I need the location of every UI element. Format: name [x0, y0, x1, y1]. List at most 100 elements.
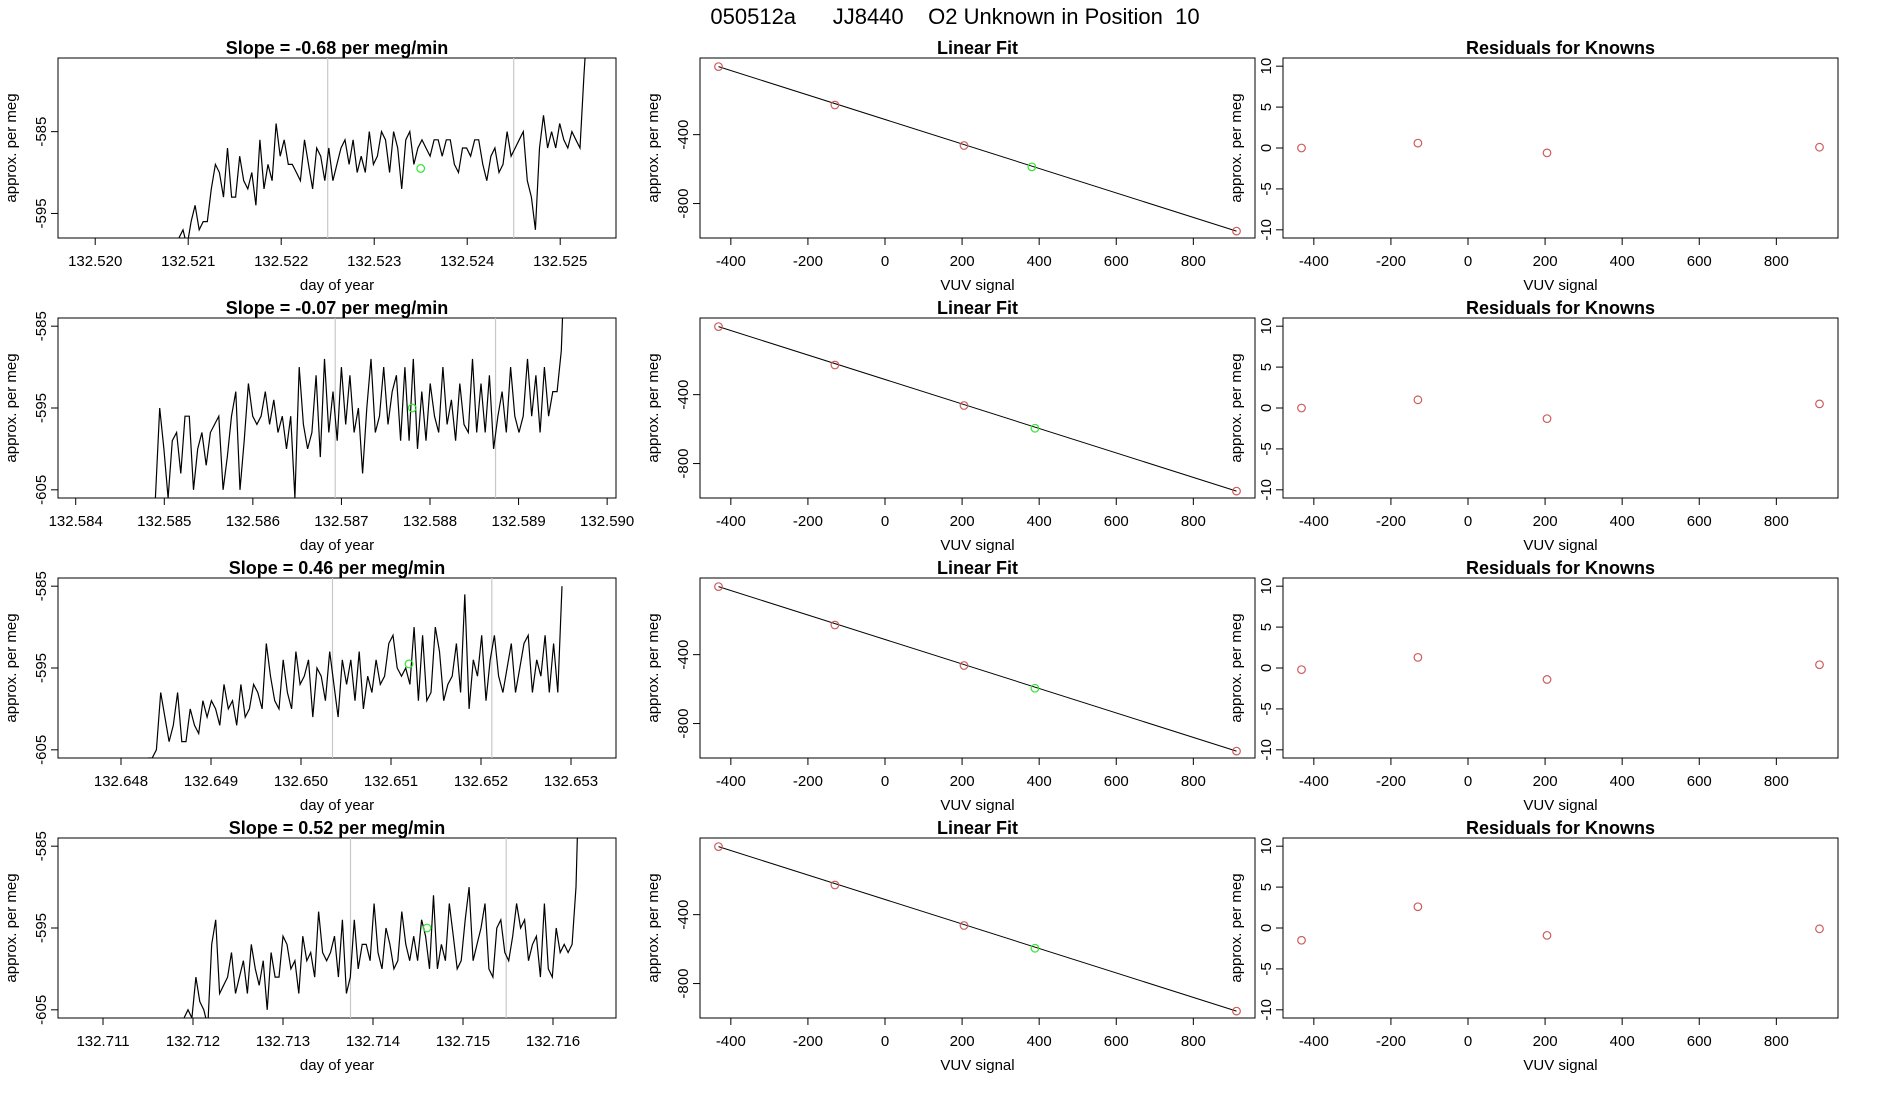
- y-tick-label: -595: [33, 913, 50, 943]
- residual-point: [1413, 902, 1423, 912]
- known-point: [959, 401, 969, 410]
- x-tick-label: -400: [1299, 253, 1329, 270]
- x-tick-label: 132.584: [49, 513, 103, 530]
- plot-frame: [699, 837, 1256, 1019]
- panel-4-2: Linear Fit VUV signal approx. per meg -400 -…: [645, 818, 1256, 1074]
- y-tick-label: -10: [1258, 739, 1275, 761]
- unknown-point: [1030, 943, 1040, 953]
- y-tick-label: -10: [1258, 219, 1275, 241]
- x-tick-label: -400: [716, 1033, 746, 1050]
- x-tick-label: 600: [1687, 513, 1712, 530]
- plot-frame: [57, 57, 617, 239]
- unknown-point: [422, 923, 432, 933]
- plot-area: [714, 62, 1241, 236]
- y-tick-label: -10: [1258, 999, 1275, 1021]
- y-tick-label: -400: [675, 900, 692, 930]
- x-tick-label: 200: [1533, 773, 1558, 790]
- y-tick-label: -10: [1258, 479, 1275, 501]
- y-axis-label: approx. per meg: [645, 93, 662, 202]
- known-point: [1232, 226, 1241, 236]
- plot-frame: [57, 577, 617, 759]
- plot-area: [183, 838, 578, 1018]
- x-tick-label: 132.589: [491, 513, 545, 530]
- known-point: [959, 661, 969, 670]
- panel-2-1: Slope = -0.07 per meg/min day of year appr…: [3, 298, 634, 554]
- trace-line: [148, 586, 563, 758]
- plot-area: [1297, 138, 1824, 158]
- x-tick-label: 0: [1464, 773, 1472, 790]
- chart-title: Slope = -0.07 per meg/min: [226, 298, 449, 318]
- x-tick-label: 0: [881, 253, 889, 270]
- x-tick-label: 132.650: [274, 773, 328, 790]
- x-tick-label: 132.714: [346, 1033, 400, 1050]
- x-tick-label: -400: [716, 773, 746, 790]
- unknown-point: [404, 659, 414, 669]
- x-tick-label: 400: [1027, 253, 1052, 270]
- y-axis-label: approx. per meg: [3, 873, 20, 982]
- y-tick-label: 10: [1258, 838, 1275, 855]
- residual-point: [1815, 399, 1824, 409]
- y-axis-label: approx. per meg: [1228, 353, 1245, 462]
- chart-title: Slope = -0.68 per meg/min: [226, 38, 449, 58]
- y-tick-label: -800: [675, 969, 692, 999]
- y-tick-label: -5: [1258, 182, 1275, 195]
- residual-point: [1297, 935, 1306, 945]
- known-point: [714, 322, 723, 332]
- y-tick-label: 5: [1258, 883, 1275, 891]
- x-axis-label: VUV signal: [940, 797, 1014, 814]
- y-tick-label: -585: [33, 831, 50, 861]
- chart-title: Linear Fit: [937, 818, 1018, 838]
- x-tick-label: 132.585: [137, 513, 191, 530]
- x-tick-label: 200: [950, 773, 975, 790]
- x-tick-label: -400: [716, 253, 746, 270]
- plot-frame: [57, 837, 617, 1019]
- x-tick-label: 132.523: [347, 253, 401, 270]
- x-tick-label: 600: [1104, 513, 1129, 530]
- x-tick-label: 600: [1687, 773, 1712, 790]
- fit-line: [718, 326, 1237, 492]
- plot-area: [714, 582, 1241, 756]
- y-tick-label: -400: [675, 640, 692, 670]
- x-axis-label: VUV signal: [1523, 1057, 1597, 1074]
- x-tick-label: 132.649: [184, 773, 238, 790]
- x-tick-label: 132.520: [68, 253, 122, 270]
- panel-3-2: Linear Fit VUV signal approx. per meg -400 -…: [645, 558, 1256, 814]
- y-tick-label: 0: [1258, 924, 1275, 932]
- x-tick-label: 200: [950, 513, 975, 530]
- x-tick-label: 132.524: [440, 253, 494, 270]
- x-tick-label: 0: [881, 1033, 889, 1050]
- chart-title: Slope = 0.46 per meg/min: [229, 558, 446, 578]
- y-tick-label: -595: [33, 653, 50, 683]
- y-tick-label: -595: [33, 198, 50, 228]
- x-tick-label: 800: [1181, 253, 1206, 270]
- y-tick-label: 5: [1258, 623, 1275, 631]
- y-tick-label: -800: [675, 189, 692, 219]
- y-tick-label: -585: [33, 311, 50, 341]
- y-tick-label: -605: [33, 995, 50, 1025]
- x-tick-label: 400: [1610, 253, 1635, 270]
- plot-frame: [1282, 837, 1839, 1019]
- panel-1-1: Slope = -0.68 per meg/min day of year appr…: [3, 38, 617, 294]
- x-axis-label: day of year: [300, 537, 374, 554]
- chart-title: Linear Fit: [937, 558, 1018, 578]
- x-tick-label: 132.716: [526, 1033, 580, 1050]
- x-tick-label: -200: [1376, 513, 1406, 530]
- x-tick-label: 132.711: [76, 1033, 129, 1050]
- x-axis-label: VUV signal: [940, 1057, 1014, 1074]
- known-point: [714, 842, 723, 852]
- y-tick-label: -5: [1258, 962, 1275, 975]
- x-tick-label: 0: [881, 513, 889, 530]
- x-tick-label: 400: [1027, 513, 1052, 530]
- y-tick-label: -400: [675, 380, 692, 410]
- chart-title: Slope = 0.52 per meg/min: [229, 818, 446, 838]
- x-tick-label: 800: [1181, 773, 1206, 790]
- x-tick-label: 132.587: [314, 513, 368, 530]
- x-axis-label: day of year: [300, 1057, 374, 1074]
- residual-point: [1297, 143, 1306, 153]
- residual-point: [1297, 665, 1306, 675]
- chart-title: Residuals for Knowns: [1466, 298, 1655, 318]
- x-tick-label: 400: [1027, 773, 1052, 790]
- y-tick-label: -5: [1258, 442, 1275, 455]
- y-tick-label: -5: [1258, 702, 1275, 715]
- plot-area: [1297, 902, 1824, 945]
